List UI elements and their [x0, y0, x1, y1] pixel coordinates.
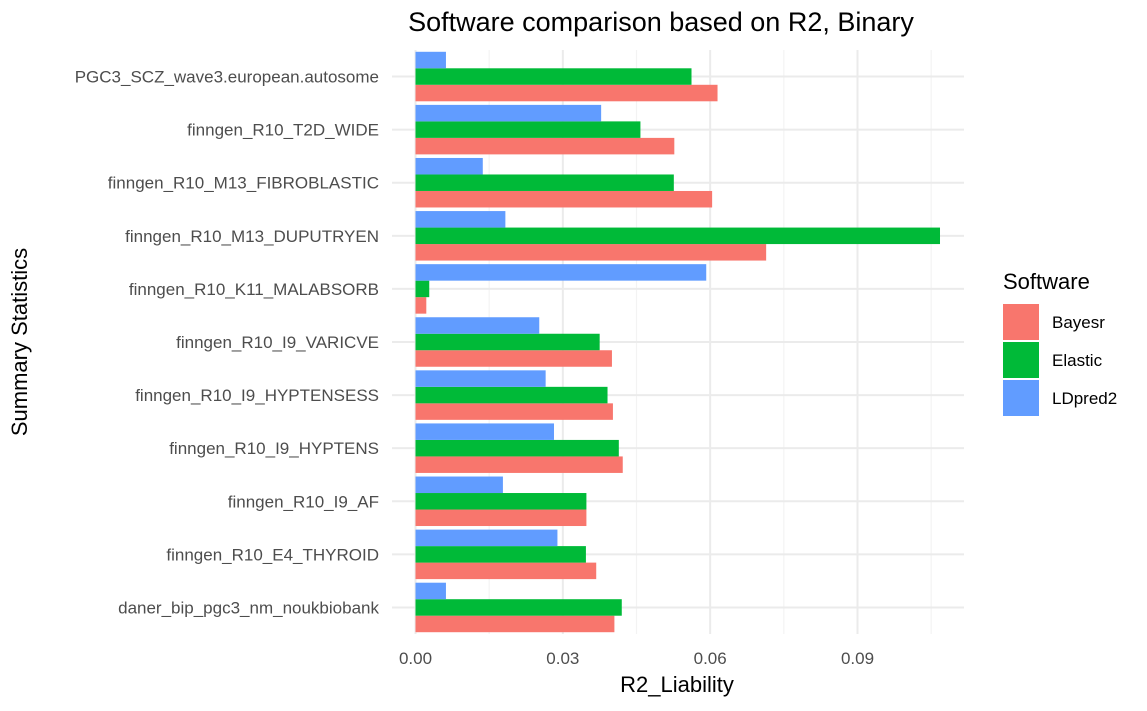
bar-elastic	[415, 493, 587, 510]
category-label: finngen_R10_I9_AF	[228, 492, 379, 511]
legend-title: Software	[1003, 269, 1090, 294]
category-label: PGC3_SCZ_wave3.european.autosome	[75, 68, 379, 87]
bar-elastic	[415, 280, 430, 298]
bar-ldpred2	[415, 264, 707, 281]
bar-elastic	[415, 227, 941, 245]
bar-elastic	[415, 174, 674, 191]
category-label: finngen_R10_M13_FIBROBLASTIC	[108, 174, 379, 193]
category-label: finngen_R10_I9_HYPTENS	[169, 439, 379, 458]
x-tick-label: 0.03	[546, 649, 579, 668]
category-label: finngen_R10_K11_MALABSORB	[129, 280, 379, 299]
bar-elastic	[415, 386, 608, 404]
legend-key-bayesr	[1003, 304, 1039, 340]
bar-ldpred2	[415, 211, 506, 228]
bar-bayesr	[415, 190, 713, 208]
category-label: finngen_R10_E4_THYROID	[166, 545, 379, 564]
bar-bayesr	[415, 350, 612, 367]
bar-bayesr	[415, 456, 623, 473]
y-axis-title: Summary Statistics	[7, 248, 32, 436]
bar-ldpred2	[415, 476, 503, 494]
bar-ldpred2	[415, 317, 540, 334]
category-label: finngen_R10_I9_HYPTENSESS	[135, 386, 379, 405]
bar-bayesr	[415, 562, 597, 580]
bar-elastic	[415, 599, 622, 616]
legend-label-ldpred2: LDpred2	[1052, 389, 1117, 408]
legend-label-bayesr: Bayesr	[1052, 313, 1105, 332]
bar-ldpred2	[415, 582, 446, 600]
category-label: finngen_R10_T2D_WIDE	[187, 121, 379, 140]
bar-ldpred2	[415, 370, 546, 387]
legend: Software Bayesr Elastic LDpred2	[1003, 269, 1117, 416]
x-axis-title: R2_Liability	[620, 672, 734, 697]
x-tick-labels: 0.00 0.03 0.06 0.09	[399, 649, 874, 668]
bar-bayesr	[415, 137, 675, 155]
bar-bayesr	[415, 297, 427, 314]
bar-ldpred2	[415, 51, 446, 69]
bar-bayesr	[415, 509, 587, 527]
chart-title: Software comparison based on R2, Binary	[408, 7, 914, 37]
x-tick-label: 0.09	[841, 649, 874, 668]
category-labels: daner_bip_pgc3_nm_noukbiobank finngen_R10…	[75, 68, 380, 618]
bar-bayesr	[415, 403, 613, 420]
legend-key-elastic	[1003, 342, 1039, 378]
x-tick-label: 0.06	[694, 649, 727, 668]
bar-elastic	[415, 546, 586, 563]
bar-elastic	[415, 439, 619, 457]
category-label: finngen_R10_I9_VARICVE	[176, 333, 379, 352]
x-tick-label: 0.00	[399, 649, 432, 668]
category-label: daner_bip_pgc3_nm_noukbiobank	[118, 598, 379, 617]
bar-ldpred2	[415, 104, 602, 122]
bar-bayesr	[415, 84, 718, 102]
bar-bayesr	[415, 615, 615, 633]
category-label: finngen_R10_M13_DUPUTRYEN	[125, 227, 379, 246]
bar-ldpred2	[415, 423, 554, 440]
legend-label-elastic: Elastic	[1052, 351, 1103, 370]
legend-key-ldpred2	[1003, 380, 1039, 416]
bar-elastic	[415, 68, 692, 85]
bar-ldpred2	[415, 529, 558, 547]
bar-elastic	[415, 121, 641, 138]
bar-bayesr	[415, 244, 767, 261]
bar-elastic	[415, 333, 600, 351]
bar-ldpred2	[415, 157, 483, 175]
bars-layer	[415, 51, 941, 633]
